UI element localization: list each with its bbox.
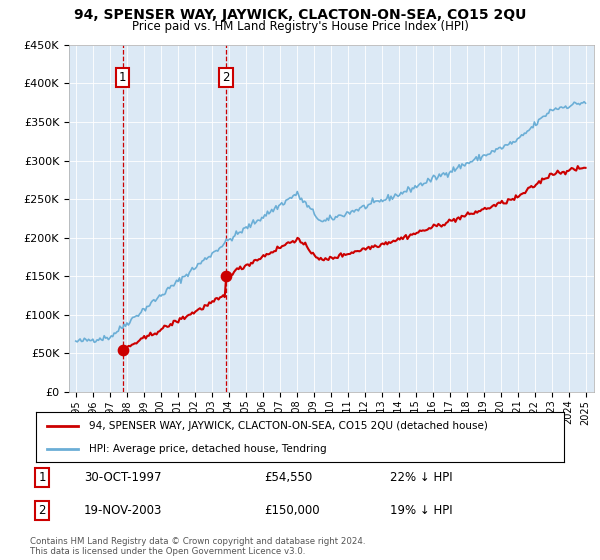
Text: 22% ↓ HPI: 22% ↓ HPI bbox=[390, 471, 452, 484]
Text: 19% ↓ HPI: 19% ↓ HPI bbox=[390, 503, 452, 517]
Text: This data is licensed under the Open Government Licence v3.0.: This data is licensed under the Open Gov… bbox=[30, 547, 305, 556]
Text: 2: 2 bbox=[222, 71, 230, 83]
Point bbox=[221, 272, 230, 281]
Text: £54,550: £54,550 bbox=[264, 471, 312, 484]
Text: 94, SPENSER WAY, JAYWICK, CLACTON-ON-SEA, CO15 2QU: 94, SPENSER WAY, JAYWICK, CLACTON-ON-SEA… bbox=[74, 8, 526, 22]
Text: 94, SPENSER WAY, JAYWICK, CLACTON-ON-SEA, CO15 2QU (detached house): 94, SPENSER WAY, JAYWICK, CLACTON-ON-SEA… bbox=[89, 421, 488, 431]
Text: Contains HM Land Registry data © Crown copyright and database right 2024.: Contains HM Land Registry data © Crown c… bbox=[30, 537, 365, 546]
Text: 30-OCT-1997: 30-OCT-1997 bbox=[84, 471, 161, 484]
Text: 2: 2 bbox=[38, 503, 46, 517]
Text: Price paid vs. HM Land Registry's House Price Index (HPI): Price paid vs. HM Land Registry's House … bbox=[131, 20, 469, 32]
Text: 1: 1 bbox=[119, 71, 126, 83]
Point bbox=[118, 346, 127, 354]
Text: 19-NOV-2003: 19-NOV-2003 bbox=[84, 503, 163, 517]
Text: 1: 1 bbox=[38, 471, 46, 484]
Text: £150,000: £150,000 bbox=[264, 503, 320, 517]
Text: HPI: Average price, detached house, Tendring: HPI: Average price, detached house, Tend… bbox=[89, 445, 326, 454]
